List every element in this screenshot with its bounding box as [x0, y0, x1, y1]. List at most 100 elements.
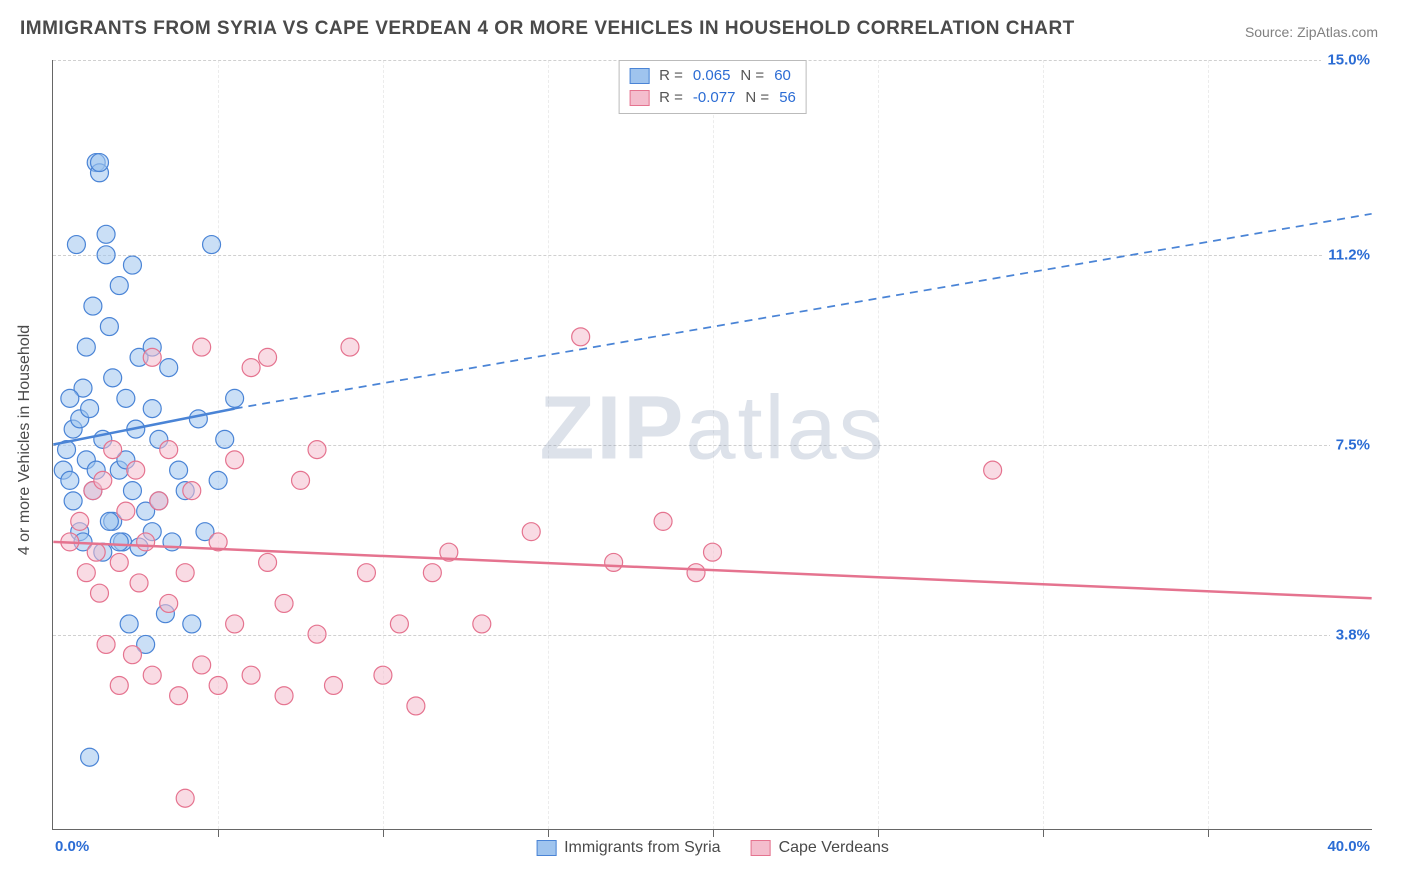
- scatter-point: [110, 277, 128, 295]
- scatter-point: [67, 236, 85, 254]
- scatter-svg: [53, 60, 1372, 829]
- scatter-point: [292, 471, 310, 489]
- scatter-point: [176, 564, 194, 582]
- scatter-point: [189, 410, 207, 428]
- r-label: R =: [659, 65, 683, 87]
- plot-area: ZIPatlas R = 0.065 N = 60 R = -0.077 N =…: [52, 60, 1372, 830]
- swatch-syria: [629, 68, 649, 84]
- scatter-point: [259, 348, 277, 366]
- scatter-point: [193, 338, 211, 356]
- scatter-point: [226, 389, 244, 407]
- scatter-point: [357, 564, 375, 582]
- scatter-point: [110, 533, 128, 551]
- scatter-point: [97, 246, 115, 264]
- legend-label-syria: Immigrants from Syria: [564, 839, 720, 857]
- scatter-point: [123, 646, 141, 664]
- scatter-point: [100, 318, 118, 336]
- scatter-point: [259, 553, 277, 571]
- r-label: R =: [659, 87, 683, 109]
- scatter-point: [374, 666, 392, 684]
- x-tick: [878, 829, 879, 837]
- scatter-point: [64, 492, 82, 510]
- scatter-point: [572, 328, 590, 346]
- x-tick: [383, 829, 384, 837]
- scatter-point: [91, 154, 109, 172]
- scatter-point: [242, 359, 260, 377]
- scatter-point: [61, 471, 79, 489]
- scatter-point: [654, 512, 672, 530]
- legend-label-capeverdean: Cape Verdeans: [779, 839, 889, 857]
- scatter-point: [110, 676, 128, 694]
- scatter-point: [183, 482, 201, 500]
- scatter-point: [522, 523, 540, 541]
- scatter-point: [203, 236, 221, 254]
- scatter-point: [209, 471, 227, 489]
- scatter-point: [473, 615, 491, 633]
- x-tick: [1043, 829, 1044, 837]
- scatter-point: [81, 748, 99, 766]
- scatter-point: [209, 676, 227, 694]
- swatch-syria: [536, 840, 556, 856]
- r-value-syria: 0.065: [693, 65, 731, 87]
- legend-item-syria: Immigrants from Syria: [536, 839, 720, 857]
- scatter-point: [150, 492, 168, 510]
- scatter-point: [275, 594, 293, 612]
- x-axis-min-label: 0.0%: [49, 836, 95, 857]
- scatter-point: [97, 635, 115, 653]
- scatter-point: [605, 553, 623, 571]
- scatter-point: [193, 656, 211, 674]
- scatter-point: [325, 676, 343, 694]
- scatter-point: [308, 625, 326, 643]
- scatter-point: [176, 789, 194, 807]
- scatter-point: [97, 225, 115, 243]
- y-axis-title: 4 or more Vehicles in Household: [16, 325, 34, 555]
- scatter-point: [77, 338, 95, 356]
- scatter-point: [687, 564, 705, 582]
- scatter-point: [123, 256, 141, 274]
- legend-row-syria: R = 0.065 N = 60: [629, 65, 796, 87]
- n-label: N =: [745, 87, 769, 109]
- scatter-point: [143, 400, 161, 418]
- scatter-point: [104, 369, 122, 387]
- scatter-point: [423, 564, 441, 582]
- scatter-point: [390, 615, 408, 633]
- scatter-point: [407, 697, 425, 715]
- scatter-point: [127, 461, 145, 479]
- scatter-point: [130, 574, 148, 592]
- legend-item-capeverdean: Cape Verdeans: [751, 839, 889, 857]
- x-tick: [218, 829, 219, 837]
- x-tick: [548, 829, 549, 837]
- correlation-legend: R = 0.065 N = 60 R = -0.077 N = 56: [618, 60, 807, 114]
- scatter-point: [123, 482, 141, 500]
- scatter-point: [81, 400, 99, 418]
- scatter-point: [143, 666, 161, 684]
- scatter-point: [120, 615, 138, 633]
- scatter-point: [117, 389, 135, 407]
- scatter-point: [100, 512, 118, 530]
- r-value-capeverdean: -0.077: [693, 87, 736, 109]
- scatter-point: [341, 338, 359, 356]
- scatter-point: [183, 615, 201, 633]
- scatter-point: [170, 687, 188, 705]
- swatch-capeverdean: [629, 90, 649, 106]
- x-axis-max-label: 40.0%: [1321, 836, 1376, 857]
- scatter-point: [160, 594, 178, 612]
- n-label: N =: [740, 65, 764, 87]
- n-value-capeverdean: 56: [779, 87, 796, 109]
- scatter-point: [94, 471, 112, 489]
- scatter-point: [226, 451, 244, 469]
- scatter-point: [87, 543, 105, 561]
- scatter-point: [308, 441, 326, 459]
- scatter-point: [61, 389, 79, 407]
- legend-row-capeverdean: R = -0.077 N = 56: [629, 87, 796, 109]
- scatter-point: [143, 348, 161, 366]
- scatter-point: [71, 512, 89, 530]
- source-attribution: Source: ZipAtlas.com: [1245, 24, 1378, 40]
- trend-line-dashed: [235, 214, 1372, 409]
- scatter-point: [984, 461, 1002, 479]
- x-tick: [1208, 829, 1209, 837]
- chart-title: IMMIGRANTS FROM SYRIA VS CAPE VERDEAN 4 …: [20, 18, 1075, 40]
- scatter-point: [704, 543, 722, 561]
- x-tick: [713, 829, 714, 837]
- scatter-point: [137, 533, 155, 551]
